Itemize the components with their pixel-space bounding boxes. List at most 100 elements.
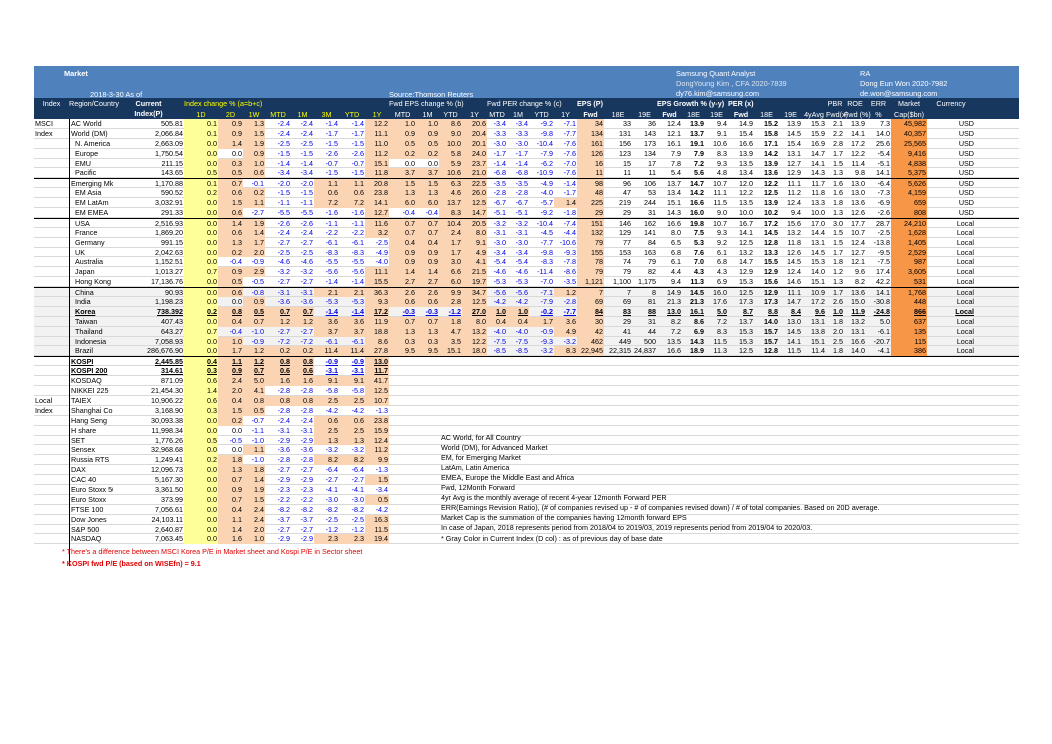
table-cell: 78 xyxy=(577,257,604,268)
table-cell: -2.9 xyxy=(277,475,290,485)
table-cell: 15 xyxy=(623,158,631,168)
table-cell: 10.0 xyxy=(811,208,825,218)
table-cell: 1.3 xyxy=(833,208,843,218)
table-cell: 2.7 xyxy=(416,277,439,288)
table-cell: 11.5 xyxy=(713,336,727,346)
table-cell: 0.7 xyxy=(291,306,314,317)
table-row: EM Asia 590.52 0.2 0.6 0.2 -1.5 -1.5 0.6 0.6 23.8… xyxy=(34,188,1019,199)
table-cell: -2.7 xyxy=(300,465,313,475)
table-cell: 0.0 xyxy=(184,257,218,268)
table-cell: 449 xyxy=(619,336,631,346)
table-cell: 1.8 xyxy=(833,257,843,267)
table-cell: 9,416 xyxy=(891,148,927,159)
table-cell: 5.6 xyxy=(694,168,704,178)
table-cell: 1.9 xyxy=(243,218,265,229)
table-cell: 8.2 xyxy=(671,316,681,326)
table-cell: 0.7 xyxy=(416,218,439,229)
table-cell: 866 xyxy=(891,306,927,317)
table-cell: 13.5 xyxy=(667,336,681,346)
table-cell: -2.5 xyxy=(277,247,290,257)
table-cell: -10.6 xyxy=(559,237,576,247)
table-cell: 4.7 xyxy=(439,326,462,337)
table-cell: 0.0 xyxy=(184,494,218,505)
table-cell: -1.1 xyxy=(351,218,364,228)
table-cell: 0.7 xyxy=(416,316,439,327)
table-cell: 19.4 xyxy=(365,534,389,545)
table-cell: 131 xyxy=(619,128,631,138)
table-cell: Local xyxy=(956,336,974,346)
table-cell: 2.5 xyxy=(314,425,339,436)
ra-email[interactable]: de.won@samsung.com xyxy=(860,89,938,98)
table-cell: 16.6 xyxy=(851,336,865,346)
table-cell: 9.5 xyxy=(389,346,416,357)
table-cell: 10,906.22 xyxy=(151,395,183,405)
table-cell: 1.7 xyxy=(243,237,265,248)
col-idx-sub: 1D xyxy=(196,110,206,119)
table-cell: 8 xyxy=(652,288,656,298)
table-cell: 987 xyxy=(891,257,927,268)
table-cell: 1,121 xyxy=(577,277,604,288)
table-cell: 291.33 xyxy=(161,208,183,218)
table-cell: 14.3 xyxy=(811,168,825,178)
table-cell: 0.7 xyxy=(389,227,416,238)
table-cell: -3.4 xyxy=(515,119,528,128)
table-cell: 0.6 xyxy=(184,395,218,406)
table-cell: 7,058.93 xyxy=(155,336,183,346)
table-cell: 0.0 xyxy=(184,336,218,347)
table-cell: 13.1 xyxy=(811,316,825,326)
table-cell: Local xyxy=(956,237,974,247)
table-cell: 2,066.84 xyxy=(155,128,183,138)
col-pe-sub: 19E xyxy=(784,110,797,119)
table-cell: Local xyxy=(956,247,974,257)
table-cell: 0.4 xyxy=(218,504,243,515)
as-of-date: 2018-3-30 As of xyxy=(90,90,143,99)
table-cell: 15.4 xyxy=(739,128,753,138)
table-cell: 1.3 xyxy=(218,237,243,248)
table-cell: 14.5 xyxy=(787,128,801,138)
col-epsp-sub: 18E xyxy=(611,110,625,119)
table-cell: 134 xyxy=(644,148,656,158)
table-cell: 0.6 xyxy=(314,188,339,199)
table-cell: -2.7 xyxy=(325,475,338,485)
table-cell: 0.7 xyxy=(218,179,243,190)
table-cell: -2.7 xyxy=(277,277,290,287)
table-row: Shanghai Comp 3,168.900.31.50.5 -2.8 -2.8 -4… xyxy=(34,405,1019,416)
table-cell: 1.4 xyxy=(218,138,243,149)
table-cell: 14.1 xyxy=(876,288,890,298)
table-cell: -1.4 xyxy=(325,277,338,287)
col-roe: ROE xyxy=(847,99,863,108)
table-cell: -5.3 xyxy=(351,297,364,307)
col-idx-sub: 3M xyxy=(321,110,332,119)
analyst-email[interactable]: dy76.kim@samsung.com xyxy=(676,89,760,98)
table-cell: -7.0 xyxy=(540,277,553,287)
table-cell: 12,096.73 xyxy=(151,465,183,475)
table-cell: 16.1 xyxy=(690,306,704,316)
table-cell: -3.4 xyxy=(493,119,506,128)
table-row: Russia RTS 1,249.41 0.2 1.8 -1.0 -2.8 -2.8 8.2 8… xyxy=(34,455,1019,466)
table-cell: 0.3 xyxy=(389,336,416,347)
table-cell: 162 xyxy=(644,218,656,228)
table-cell: 1,170.88 xyxy=(155,179,183,189)
table-cell: 1.8 xyxy=(833,198,843,208)
table-row: NASDAQ 7,063.45 0.0 1.6 1.0 -2.9 -2.9 2.3 2.3 19.… xyxy=(34,534,1019,545)
table-cell: 1.5 xyxy=(243,128,265,139)
table-cell: 448 xyxy=(891,297,927,307)
table-cell: 13.0 xyxy=(365,357,389,368)
table-cell: -1.5 xyxy=(300,148,313,158)
table-cell: -3.4 xyxy=(300,168,313,178)
table-cell: 90.93 xyxy=(165,288,183,298)
table-cell: -7.7 xyxy=(563,306,576,316)
table-cell: 286,676.90 xyxy=(147,346,183,356)
table-cell: 1.5 xyxy=(833,158,843,168)
table-row: FTSE 100 7,056.61 0.0 0.4 2.4 -8.2 -8.2 -8.2 -8.… xyxy=(34,504,1019,515)
col-roe-sub: Fwd (%) xyxy=(844,110,871,119)
table-cell: -2.4 xyxy=(277,227,290,237)
row-label: France xyxy=(75,227,98,237)
table-cell: 77 xyxy=(623,237,631,247)
table-cell: 1.7 xyxy=(439,247,462,258)
table-cell: 2.4 xyxy=(243,504,265,515)
table-cell: 1.9 xyxy=(243,138,265,149)
row-label: Euro Stoxx xyxy=(71,494,107,504)
table-cell: -1.5 xyxy=(300,188,313,198)
table-cell: -0.5 xyxy=(229,435,242,445)
